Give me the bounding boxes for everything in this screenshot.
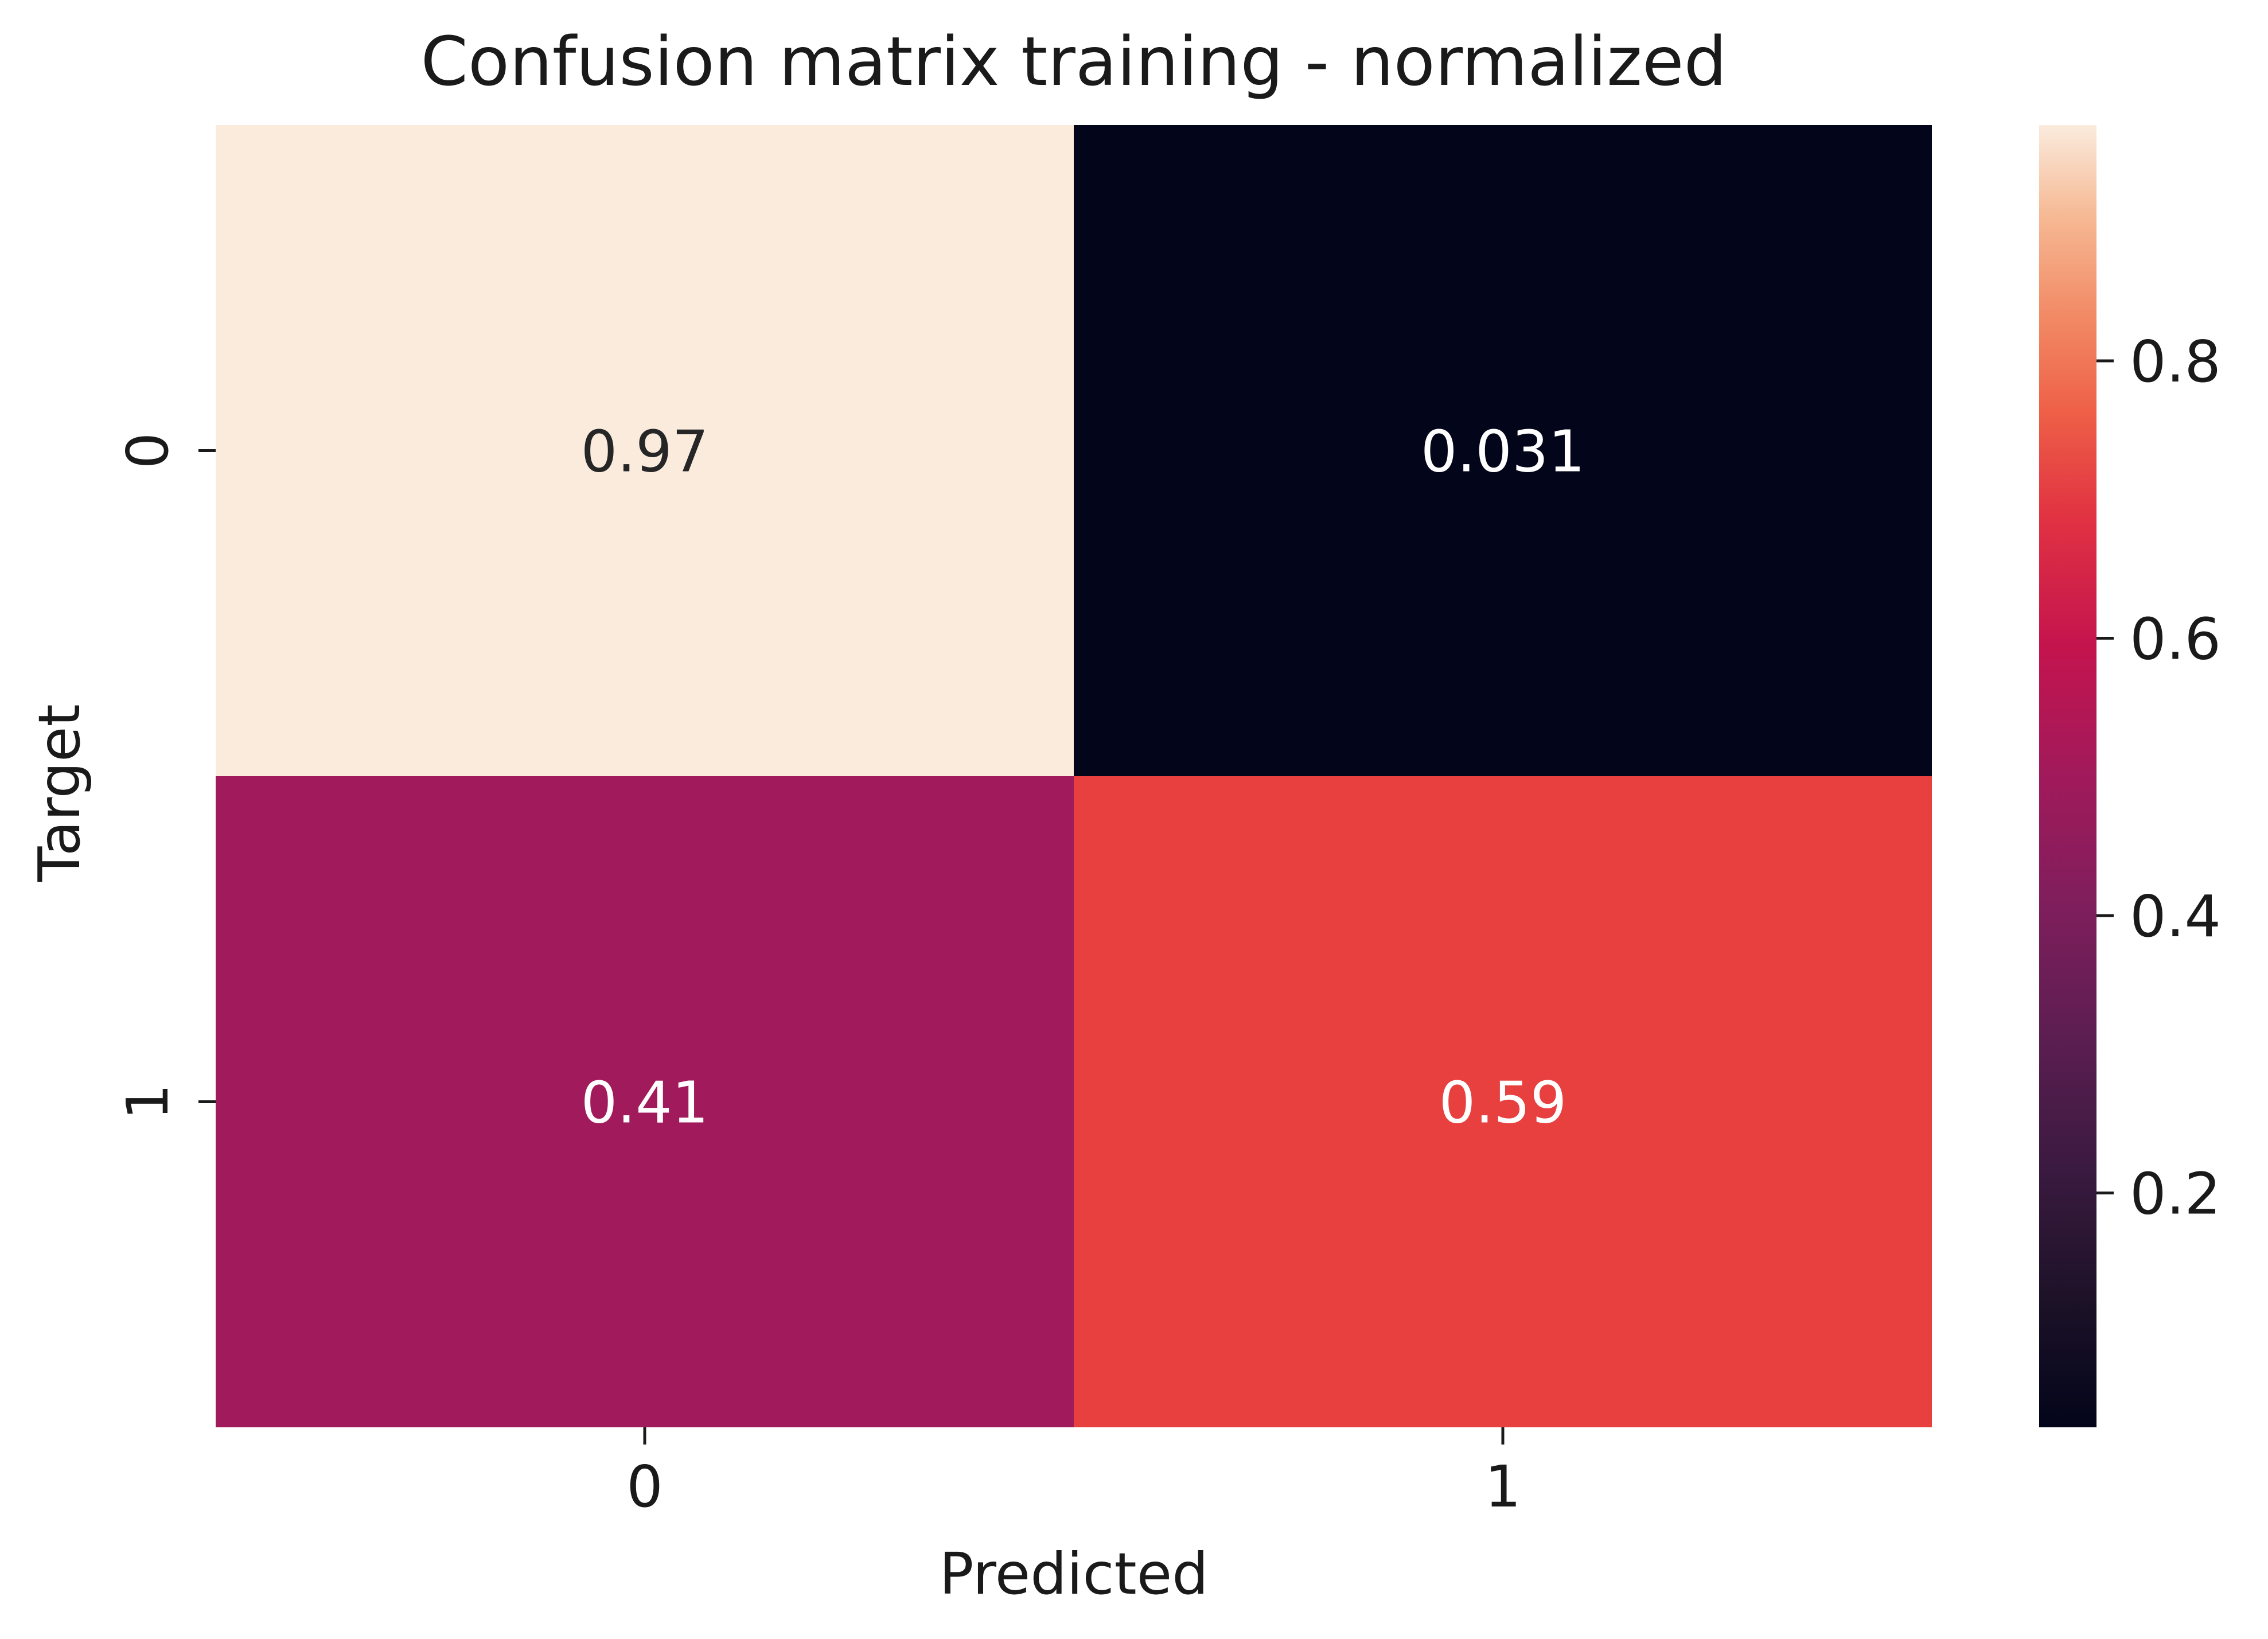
x-tick-label-1: 1: [1484, 1453, 1521, 1520]
heatmap-cell-0-1: [1074, 125, 1932, 776]
colorbar: 0.2 0.4 0.6 0.8: [2039, 125, 2221, 1427]
heatmap-cell-labels: 0.97 0.031 0.41 0.59: [581, 418, 1585, 1136]
heatmap-cell-1-0: [216, 776, 1074, 1427]
cell-value-0-0: 0.97: [581, 418, 709, 485]
colorbar-gradient: [2039, 125, 2096, 1427]
colorbar-tick-label-3: 0.8: [2130, 328, 2221, 395]
y-axis-label: Target: [26, 704, 93, 882]
y-tick-label-1: 1: [114, 1084, 181, 1120]
cell-value-1-1: 0.59: [1439, 1069, 1567, 1136]
cell-value-1-0: 0.41: [581, 1069, 709, 1136]
x-tick-label-0: 0: [626, 1453, 663, 1520]
cell-value-0-1: 0.031: [1421, 418, 1585, 485]
colorbar-tick-label-1: 0.4: [2130, 883, 2221, 950]
heatmap-cells: [216, 125, 1932, 1427]
x-axis-label: Predicted: [939, 1540, 1208, 1607]
y-axis: 01: [114, 433, 216, 1120]
heatmap-cell-0-0: [216, 125, 1074, 776]
colorbar-tick-label-2: 0.6: [2130, 605, 2221, 672]
chart-title: Confusion matrix training - normalized: [420, 22, 1727, 101]
heatmap-cell-1-1: [1074, 776, 1932, 1427]
y-tick-label-0: 0: [114, 433, 181, 469]
colorbar-tick-label-0: 0.2: [2130, 1160, 2221, 1227]
